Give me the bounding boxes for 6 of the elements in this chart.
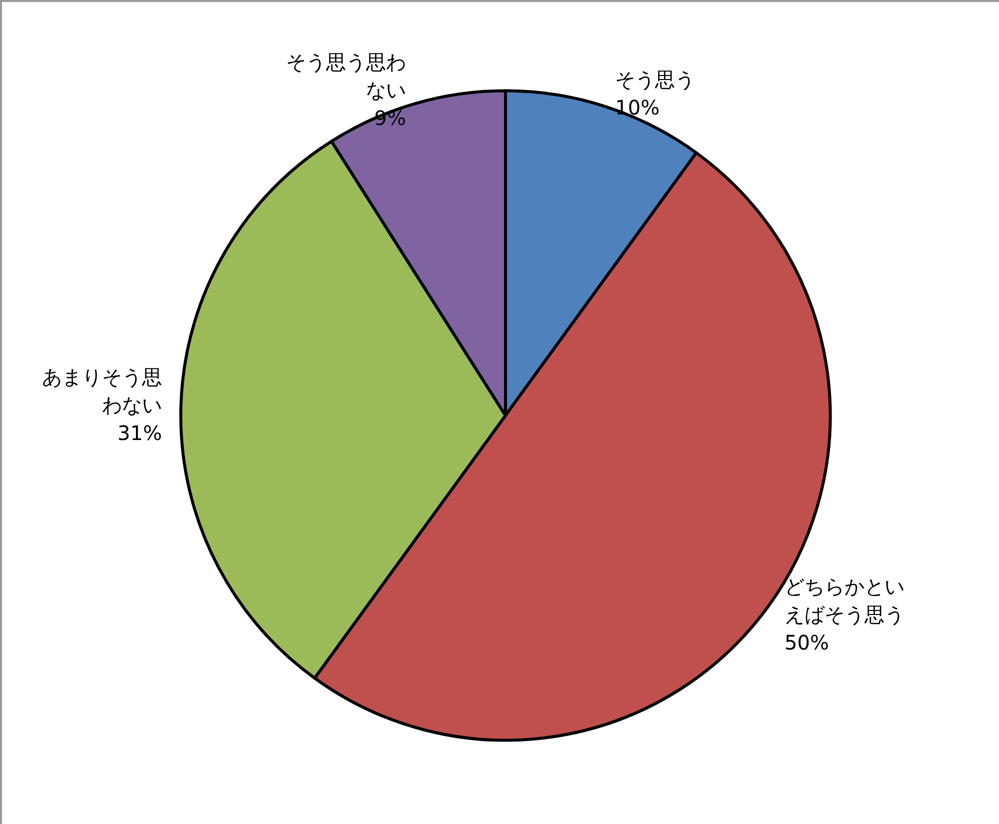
data-label: 31% [118, 420, 162, 445]
slice-label: あまりそう思わない [42, 364, 162, 417]
data-label: 50% [784, 630, 829, 655]
slice-label: そう思う [615, 67, 696, 92]
slice-label: そう思う思わない [286, 50, 406, 102]
slice-label: どちらかといえばそう思う [784, 574, 904, 627]
